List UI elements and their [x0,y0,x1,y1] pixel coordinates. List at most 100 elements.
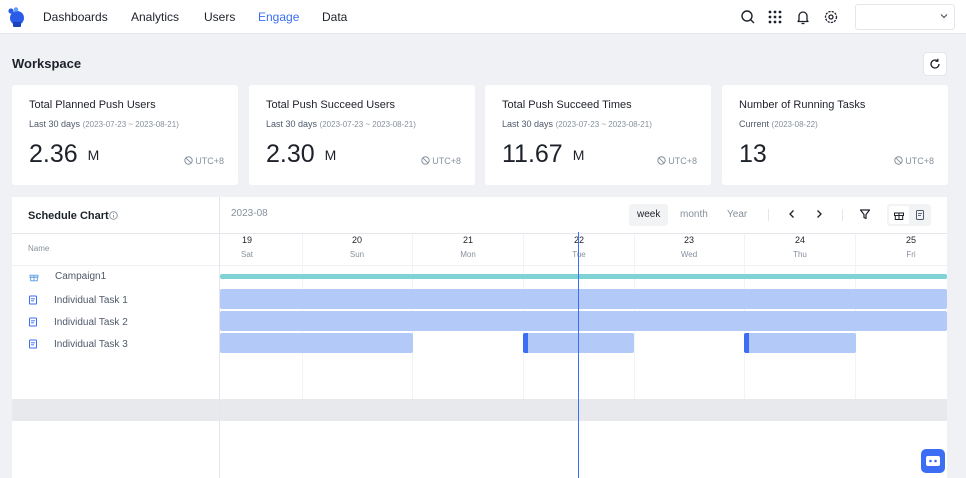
chat-support-button[interactable] [921,449,945,473]
card-value: 13 [739,140,767,169]
row-label-task2[interactable]: Individual Task 2 [54,317,128,328]
view-year-button[interactable]: Year [727,209,748,220]
current-month-label: 2023-08 [231,208,268,219]
day-name: Mon [460,250,476,259]
today-marker-line [578,232,579,478]
nav-analytics[interactable]: Analytics [131,10,180,24]
view-month-button[interactable]: month [680,209,708,220]
gear-icon[interactable] [823,9,839,25]
day-name: Tue [572,250,586,259]
chat-bot-icon [926,456,940,466]
card-period-label: Current [739,119,770,129]
search-icon[interactable] [740,9,756,25]
day-header: 23 Wed [659,235,719,259]
day-number: 21 [462,235,473,245]
toolbar-divider [768,209,769,221]
account-select[interactable] [855,4,955,30]
stat-card-planned-users: Total Planned Push Users Last 30 days (2… [12,85,238,185]
day-number: 22 [549,235,609,245]
card-date-range: (2023-08-22) [771,120,818,129]
view-type-toggle[interactable] [887,204,931,226]
refresh-icon [930,58,940,69]
card-period: Last 30 days (2023-07-23 ~ 2023-08-21) [29,119,179,129]
day-number: 23 [683,235,694,245]
card-timezone: UTC+8 [184,156,224,166]
apps-grid-icon[interactable] [767,9,783,25]
day-number: 25 [905,235,916,245]
refresh-button[interactable] [923,52,947,76]
view-week-button[interactable]: week [629,204,669,226]
card-timezone: UTC+8 [657,156,697,166]
toolbar-divider [842,209,843,221]
card-title: Total Push Succeed Times [502,99,632,111]
info-icon[interactable] [109,211,118,220]
card-value-unit: M [572,147,585,163]
card-period: Last 30 days (2023-07-23 ~ 2023-08-21) [502,119,652,129]
name-column-divider [219,197,220,399]
card-timezone: UTC+8 [421,156,461,166]
view-type-campaign-option[interactable] [889,206,909,224]
gift-icon [29,274,39,282]
day-name: Wed [680,250,698,259]
stat-card-running-tasks: Number of Running Tasks Current (2023-08… [722,85,948,185]
globe-icon [894,156,903,165]
day-name: Thu [793,250,807,259]
lower-panel-header [12,399,947,421]
task2-bar[interactable] [220,311,947,331]
card-timezone: UTC+8 [894,156,934,166]
card-value: 11.67 M [502,140,584,169]
card-value-unit: M [87,147,100,163]
day-name: Fri [906,250,916,259]
card-date-range: (2023-07-23 ~ 2023-08-21) [82,120,179,129]
card-period-label: Last 30 days [266,119,318,129]
header-divider [12,265,947,266]
globe-icon [657,156,666,165]
card-date-range: (2023-07-23 ~ 2023-08-21) [319,120,416,129]
day-name: Sun [349,250,365,259]
chevron-right-icon[interactable] [812,207,826,221]
document-icon [29,295,37,305]
globe-icon [421,156,430,165]
nav-data[interactable]: Data [322,10,348,24]
card-date-range: (2023-07-23 ~ 2023-08-21) [555,120,652,129]
gift-icon [894,212,904,220]
row-label-campaign1[interactable]: Campaign1 [55,271,107,282]
row-label-task3[interactable]: Individual Task 3 [54,339,128,350]
card-title: Total Push Succeed Users [266,99,396,111]
nav-engage[interactable]: Engage [258,10,300,24]
nav-dashboards[interactable]: Dashboards [43,10,108,24]
document-icon[interactable] [914,209,926,221]
document-icon [29,317,37,327]
day-header: 20 Sun [327,235,387,259]
card-value-number: 13 [739,140,767,168]
day-header: 19 Sat [217,235,277,259]
day-header: 22 Tue [549,235,609,259]
schedule-chart-title: Schedule Chart [28,210,109,222]
nav-users[interactable]: Users [204,10,236,24]
card-title: Number of Running Tasks [739,99,866,111]
day-number: 19 [241,235,252,245]
day-header: 24 Thu [770,235,830,259]
day-header: 21 Mon [438,235,498,259]
lower-panel [12,421,947,478]
bell-icon[interactable] [795,9,811,25]
row-label-task1[interactable]: Individual Task 1 [54,295,128,306]
card-value-number: 2.30 [266,140,315,168]
app-logo-icon[interactable] [7,7,25,27]
filter-icon[interactable] [858,207,872,221]
card-value-unit: M [324,147,337,163]
card-value: 2.30 M [266,140,336,169]
stat-card-succeed-times: Total Push Succeed Times Last 30 days (2… [485,85,711,185]
card-value-number: 11.67 [502,140,563,168]
card-timezone-label: UTC+8 [195,156,224,166]
day-name: Sat [240,250,253,259]
chevron-down-icon [940,14,948,19]
top-nav-bar: Dashboards Analytics Users Engage Data [0,0,966,34]
campaign1-bar[interactable] [220,274,947,279]
task3-bar[interactable] [220,333,413,353]
task3-bar[interactable] [744,333,856,353]
task1-bar[interactable] [220,289,947,309]
chevron-left-icon[interactable] [785,207,799,221]
card-value: 2.36 M [29,140,99,169]
stat-card-succeed-users: Total Push Succeed Users Last 30 days (2… [249,85,475,185]
